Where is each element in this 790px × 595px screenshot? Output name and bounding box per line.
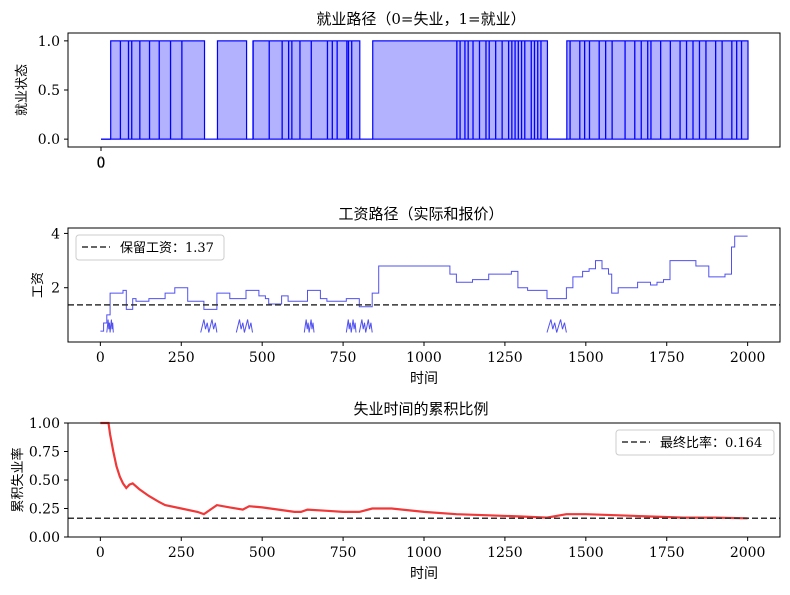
wage-offer-dip bbox=[200, 319, 218, 333]
legend-box bbox=[615, 429, 775, 456]
x-tick-label: 2000 bbox=[730, 350, 766, 366]
x-tick-label: 1500 bbox=[568, 545, 604, 561]
x-tick-label: 1250 bbox=[487, 350, 523, 366]
y-axis: 0.00 0.25 0.50 0.75 1.00 bbox=[29, 416, 68, 546]
y-axis-label: 累积失业率 bbox=[10, 447, 26, 512]
y-axis-label: 工资 bbox=[31, 272, 46, 298]
chart-title: 就业路径（0=失业，1=就业） bbox=[316, 10, 525, 28]
y-tick-label: 0.50 bbox=[29, 473, 60, 489]
x-tick-label: 0 bbox=[96, 545, 105, 561]
employment-area bbox=[216, 40, 248, 140]
wage-offer-dip bbox=[546, 319, 567, 333]
x-tick-label: 0 bbox=[97, 155, 106, 171]
y-axis-label: 就业状态 bbox=[15, 64, 30, 116]
employment-area bbox=[252, 40, 361, 140]
x-tick-label: 0 bbox=[96, 350, 105, 366]
y-tick-label: 0.25 bbox=[29, 502, 60, 518]
x-tick-label: 500 bbox=[249, 545, 276, 561]
x-tick-label: 0 bbox=[97, 156, 106, 172]
legend: 保留工资：1.37 bbox=[75, 234, 225, 261]
y-tick-label: 0.00 bbox=[29, 530, 60, 546]
panel-employment: 就业路径（0=失业，1=就业） 0.0 0.5 1.0 00 就业状态 bbox=[15, 10, 781, 172]
cumulative-line bbox=[100, 421, 748, 520]
y-tick-label: 1.00 bbox=[29, 416, 60, 432]
wage-offer-dip bbox=[303, 319, 315, 333]
x-tick-label: 1750 bbox=[649, 545, 685, 561]
wage-offer-dip bbox=[235, 319, 253, 333]
x-tick-label: 1500 bbox=[568, 350, 604, 366]
chart-title: 工资路径（实际和报价） bbox=[338, 205, 503, 223]
x-axis-label: 时间 bbox=[410, 566, 438, 582]
legend: 最终比率：0.164 bbox=[615, 429, 775, 456]
y-tick-label: 0.0 bbox=[38, 132, 60, 148]
employment-area bbox=[110, 40, 206, 140]
wage-offer-dip bbox=[106, 319, 114, 333]
x-tick-label: 750 bbox=[330, 350, 357, 366]
x-tick-label: 250 bbox=[168, 350, 195, 366]
x-axis: 0 250 500 750 1000 1250 1500 1750 2000 bbox=[96, 342, 766, 366]
plot-area bbox=[68, 235, 780, 333]
y-tick-label: 0.5 bbox=[38, 83, 60, 99]
wage-offer-dip bbox=[358, 319, 373, 333]
x-tick-label: 250 bbox=[168, 545, 195, 561]
y-axis: 0.0 0.5 1.0 bbox=[38, 34, 68, 148]
employment-area bbox=[566, 40, 749, 140]
legend-box bbox=[75, 234, 225, 261]
y-tick-label: 4 bbox=[51, 226, 60, 242]
x-tick-label: 1000 bbox=[406, 350, 442, 366]
y-axis: 24 bbox=[51, 226, 68, 297]
chart-title: 失业时间的累积比例 bbox=[353, 400, 488, 418]
y-tick-label: 1.0 bbox=[38, 34, 60, 50]
panel-wage: 工资路径（实际和报价） 24 0 250 500 750 1000 1250 1500 175… bbox=[31, 205, 781, 387]
x-tick-label: 1750 bbox=[649, 350, 685, 366]
x-axis: 0 250 500 750 1000 1250 1500 1750 2000 bbox=[96, 537, 766, 561]
wage-offer-dip bbox=[345, 319, 357, 333]
wage-line bbox=[100, 235, 748, 332]
y-tick-label: 2 bbox=[51, 281, 60, 297]
plot-area bbox=[101, 40, 749, 140]
x-tick-label: 2000 bbox=[730, 545, 766, 561]
x-axis-label: 时间 bbox=[410, 371, 438, 387]
x-axis: 00 bbox=[97, 147, 106, 172]
x-tick-label: 1000 bbox=[406, 545, 442, 561]
y-tick-label: 0.75 bbox=[29, 445, 60, 461]
plot-area bbox=[68, 421, 780, 520]
x-tick-label: 500 bbox=[249, 350, 276, 366]
legend-label: 最终比率：0.164 bbox=[660, 435, 762, 451]
panel-cumulative: 失业时间的累积比例 0.00 0.25 0.50 0.75 1.00 0 250 500 75… bbox=[10, 400, 781, 582]
x-tick-label: 750 bbox=[330, 545, 357, 561]
x-tick-label: 1250 bbox=[487, 545, 523, 561]
legend-label: 保留工资：1.37 bbox=[120, 241, 214, 256]
